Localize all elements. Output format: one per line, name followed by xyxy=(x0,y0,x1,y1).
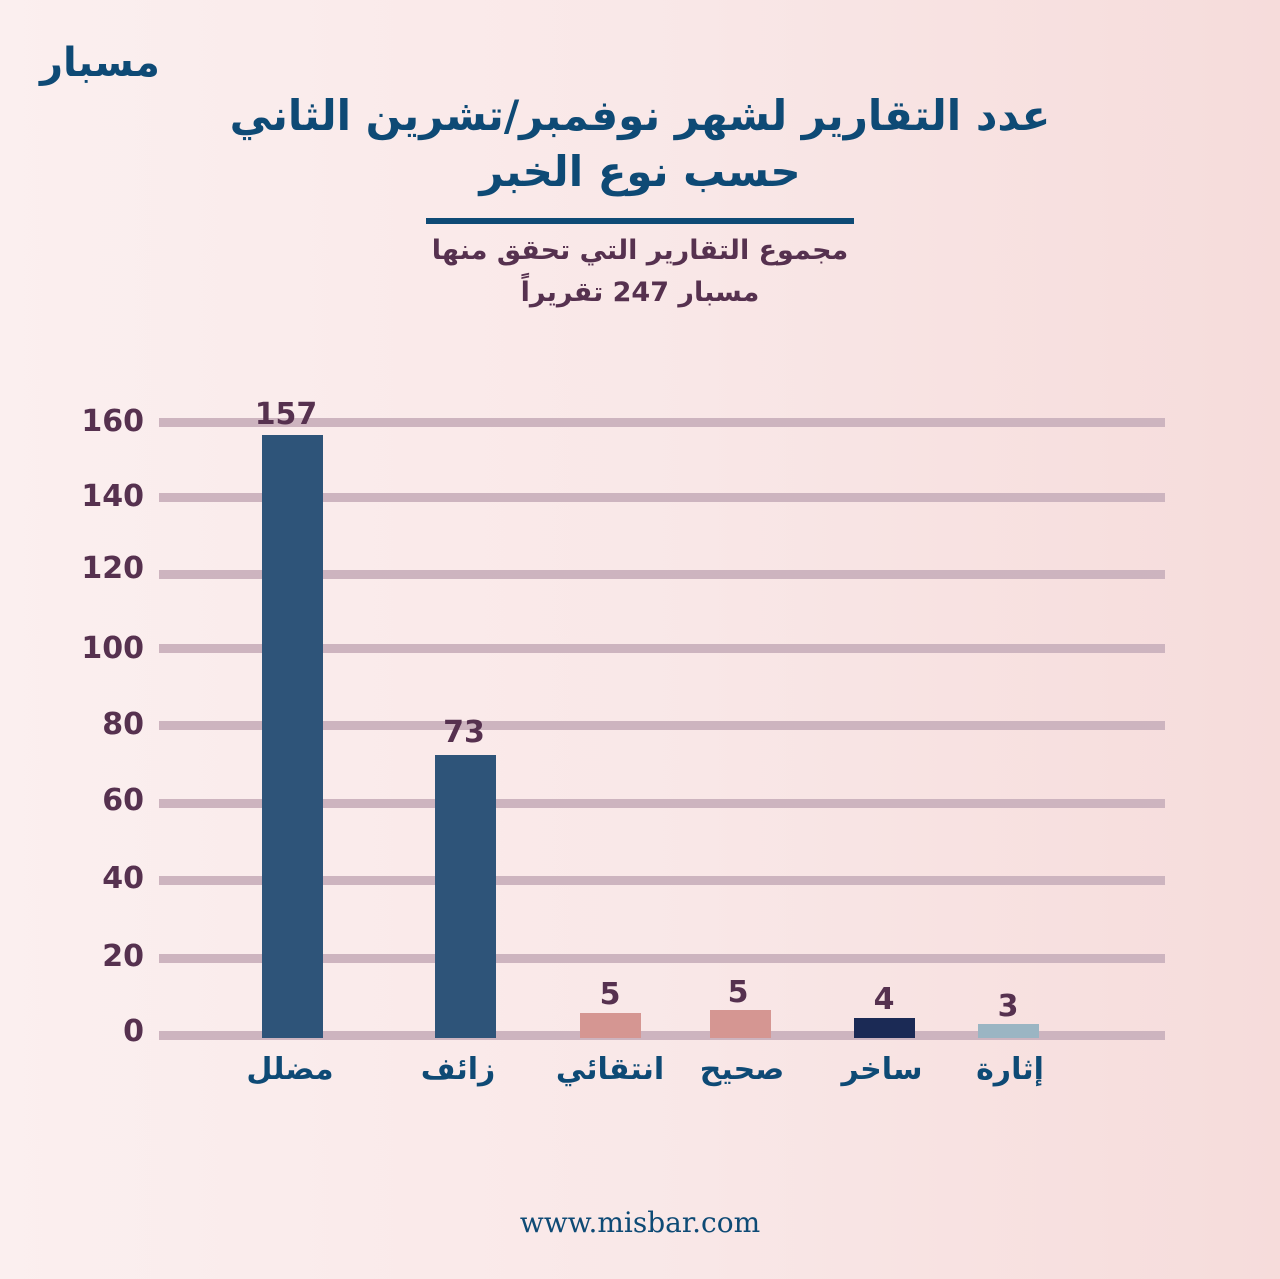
y-tick-label: 80 xyxy=(102,707,144,742)
x-category-label: انتقائي xyxy=(555,1052,665,1087)
title-divider xyxy=(426,218,854,224)
chart-title-line-1: عدد التقارير لشهر نوفمبر/تشرين الثاني xyxy=(229,91,1051,140)
gridline-0 xyxy=(159,1031,1165,1040)
bar-value-label: 157 xyxy=(254,397,318,432)
y-tick-label: 160 xyxy=(81,404,144,439)
bar-value-label: 5 xyxy=(599,977,621,1012)
website-url: www.misbar.com xyxy=(519,1206,761,1239)
chart-title-line-2: حسب نوع الخبر xyxy=(479,147,801,196)
y-tick-label: 100 xyxy=(81,631,144,666)
y-tick-label: 140 xyxy=(81,479,144,514)
bar-selective xyxy=(580,1013,641,1038)
misbar-logo: مسبار xyxy=(40,40,160,86)
bar-true xyxy=(710,1010,771,1038)
bar-misleading xyxy=(262,435,323,1038)
x-category-label: إثارة xyxy=(976,1052,1044,1087)
chart-subtitle-line-2: مسبار 247 تقريراً xyxy=(520,277,760,308)
gridline-120 xyxy=(159,570,1165,579)
x-category-label: زائف xyxy=(420,1052,496,1087)
gridline-60 xyxy=(159,799,1165,808)
x-category-label: صحيح xyxy=(699,1052,785,1087)
x-category-label: ساخر xyxy=(841,1052,923,1087)
gridline-100 xyxy=(159,644,1165,653)
gridline-20 xyxy=(159,954,1165,963)
y-tick-label: 40 xyxy=(102,861,144,896)
bar-satire xyxy=(854,1018,915,1038)
chart-subtitle-line-1: مجموع التقارير التي تحقق منها xyxy=(431,235,849,266)
bar-value-label: 4 xyxy=(873,982,895,1017)
gridline-140 xyxy=(159,493,1165,502)
gridline-80 xyxy=(159,721,1165,730)
y-tick-label: 60 xyxy=(102,783,144,818)
bar-value-label: 3 xyxy=(997,989,1019,1024)
gridline-160 xyxy=(159,418,1165,427)
y-tick-label: 0 xyxy=(123,1014,144,1049)
bar-value-label: 5 xyxy=(727,975,749,1010)
chart-subtitle: مجموع التقارير التي تحقق منها مسبار 247 … xyxy=(0,230,1280,314)
bar-sensational xyxy=(978,1024,1039,1038)
chart-title: عدد التقارير لشهر نوفمبر/تشرين الثاني حس… xyxy=(0,88,1280,200)
bar-false xyxy=(435,755,496,1038)
y-tick-label: 120 xyxy=(81,551,144,586)
y-tick-label: 20 xyxy=(102,939,144,974)
x-category-label: مضلل xyxy=(246,1052,334,1087)
gridline-40 xyxy=(159,876,1165,885)
bar-value-label: 73 xyxy=(443,715,485,750)
